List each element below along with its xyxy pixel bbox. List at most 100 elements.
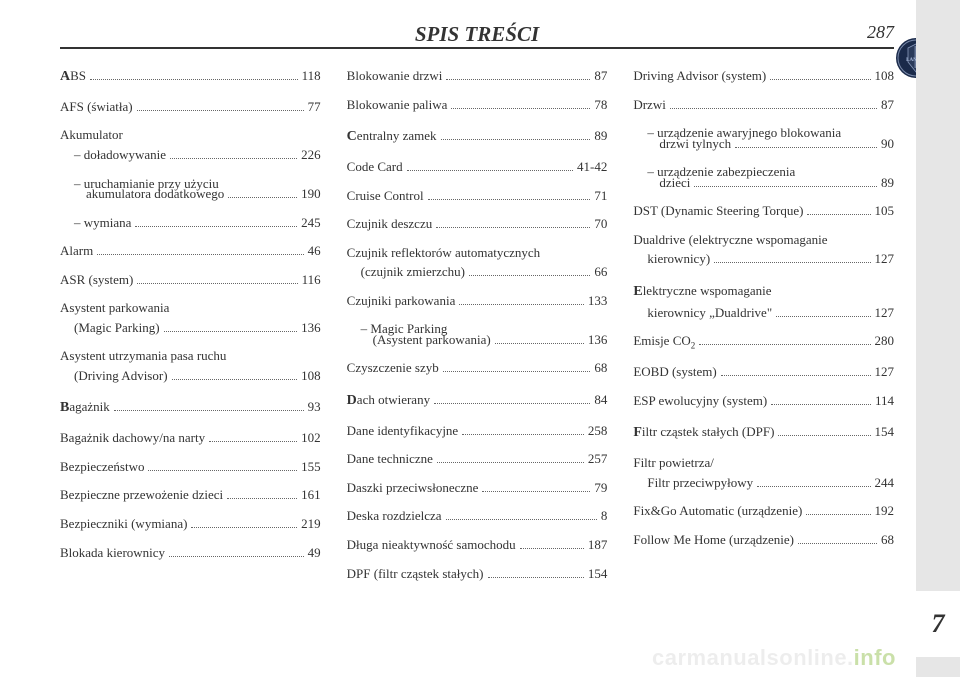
index-entry: Dane identyfikacyjne258	[347, 422, 608, 440]
entry-page: 245	[301, 214, 321, 232]
index-entry: Blokada kierownicy49	[60, 544, 321, 562]
entry-page: 89	[881, 174, 894, 192]
index-entry: Bezpieczne przewożenie dzieci161	[60, 486, 321, 504]
entry-label: Alarm	[60, 242, 93, 260]
index-entry: Fix&Go Automatic (urządzenie)192	[633, 502, 894, 520]
index-entry: Bezpieczeństwo155	[60, 458, 321, 476]
entry-label: Bagażnik dachowy/na narty	[60, 429, 205, 447]
entry-label: (Asystent parkowania)	[373, 331, 491, 349]
entry-label: DPF (filtr cząstek stałych)	[347, 565, 484, 583]
watermark-accent: info	[854, 645, 896, 670]
entry-label: Drzwi	[633, 96, 666, 114]
index-entry: DPF (filtr cząstek stałych) 154	[347, 565, 608, 583]
index-entry: Blokowanie drzwi87	[347, 67, 608, 85]
entry-label: Filtr cząstek stałych (DPF)	[633, 423, 774, 443]
entry-label: Blokowanie drzwi	[347, 67, 443, 85]
side-tab-strip: 7	[916, 0, 960, 677]
entry-page: 118	[302, 67, 321, 85]
entry-page: 114	[875, 392, 894, 410]
entry-label: DST (Dynamic Steering Torque)	[633, 202, 803, 220]
index-entry: Asystent parkowania	[60, 299, 321, 317]
column-2: Blokowanie drzwi87Blokowanie paliwa78Cen…	[347, 67, 608, 593]
entry-page: 108	[875, 67, 895, 85]
entry-label: Dualdrive (elektryczne wspomaganie	[633, 231, 827, 249]
leader-dots	[488, 577, 584, 578]
entry-page: 280	[875, 332, 895, 350]
leader-dots	[443, 371, 591, 372]
leader-dots	[714, 262, 870, 263]
content-area: SPIS TREŚCI 287 LANCIA ABS118AFS (światł…	[0, 0, 916, 677]
entry-page: 93	[308, 398, 321, 416]
index-entry: Code Card 41-42	[347, 158, 608, 176]
leader-dots	[735, 147, 877, 148]
entry-label: – doładowywanie	[74, 146, 166, 164]
leader-dots	[776, 316, 870, 317]
entry-label: ASR (system)	[60, 271, 133, 289]
entry-label: Bagażnik	[60, 398, 110, 418]
entry-page: 154	[588, 565, 608, 583]
leader-dots	[97, 254, 303, 255]
entry-label: AFS (światła)	[60, 98, 133, 116]
entry-label: Asystent utrzymania pasa ruchu	[60, 347, 226, 365]
entry-label: drzwi tylnych	[659, 135, 731, 153]
entry-label: Bezpieczne przewożenie dzieci	[60, 486, 223, 504]
entry-label: Filtr powietrza/	[633, 454, 714, 472]
entry-page: 133	[588, 292, 608, 310]
entry-page: 8	[601, 507, 608, 525]
index-entry: Drzwi87	[633, 96, 894, 114]
tab-active-label: 7	[932, 609, 945, 639]
index-entry: Blokowanie paliwa78	[347, 96, 608, 114]
entry-label: Filtr przeciwpyłowy	[647, 474, 753, 492]
leader-dots	[428, 199, 591, 200]
entry-label: EOBD (system)	[633, 363, 716, 381]
entry-page: 155	[301, 458, 321, 476]
entry-label: (Magic Parking)	[74, 319, 160, 337]
leader-dots	[798, 543, 877, 544]
entry-label: Emisje CO2	[633, 332, 695, 352]
entry-page: 108	[301, 367, 321, 385]
leader-dots	[137, 283, 297, 284]
leader-dots	[170, 158, 297, 159]
entry-page: 90	[881, 135, 894, 153]
entry-label: Bezpieczniki (wymiana)	[60, 515, 187, 533]
entry-label: Daszki przeciwsłoneczne	[347, 479, 479, 497]
entry-page: 41-42	[577, 158, 607, 176]
leader-dots	[451, 108, 590, 109]
index-entry: (Magic Parking)136	[60, 319, 321, 337]
index-entry: Driving Advisor (system)108	[633, 67, 894, 85]
leader-dots	[699, 344, 870, 345]
entry-page: 70	[594, 215, 607, 233]
entry-page: 79	[594, 479, 607, 497]
entry-page: 84	[594, 391, 607, 409]
leader-dots	[806, 514, 870, 515]
entry-label: Akumulator	[60, 126, 123, 144]
entry-page: 226	[301, 146, 321, 164]
index-entry: – wymiana245	[60, 214, 321, 232]
index-columns: ABS 118 AFS (światła)77 Akumulator – doładow…	[60, 67, 894, 593]
page: SPIS TREŚCI 287 LANCIA ABS118AFS (światł…	[0, 0, 960, 677]
entry-label: Elektryczne wspomaganie	[633, 282, 771, 302]
leader-dots	[520, 548, 584, 549]
index-entry: Asystent utrzymania pasa ruchu	[60, 347, 321, 365]
entry-label: Czujniki parkowania	[347, 292, 456, 310]
entry-label: ABS	[60, 67, 86, 87]
leader-dots	[437, 462, 584, 463]
index-entry: kierownicy „Dualdrive"127	[633, 304, 894, 322]
entry-label: (czujnik zmierzchu)	[361, 263, 465, 281]
index-entry: AFS (światła)77	[60, 98, 321, 116]
entry-page: 116	[302, 271, 321, 289]
leader-dots	[148, 470, 297, 471]
leader-dots	[436, 227, 590, 228]
entry-label: Blokowanie paliwa	[347, 96, 448, 114]
entry-page: 258	[588, 422, 608, 440]
entry-page: 127	[875, 304, 895, 322]
index-entry: Filtr powietrza/	[633, 454, 894, 472]
index-entry: Czujnik deszczu70	[347, 215, 608, 233]
leader-dots	[209, 441, 297, 442]
index-entry: Czyszczenie szyb68	[347, 359, 608, 377]
leader-dots	[459, 304, 584, 305]
entry-label: Code Card	[347, 158, 403, 176]
leader-dots	[407, 170, 573, 171]
tab-active: 7	[916, 591, 960, 657]
index-entry: Daszki przeciwsłoneczne 79	[347, 479, 608, 497]
